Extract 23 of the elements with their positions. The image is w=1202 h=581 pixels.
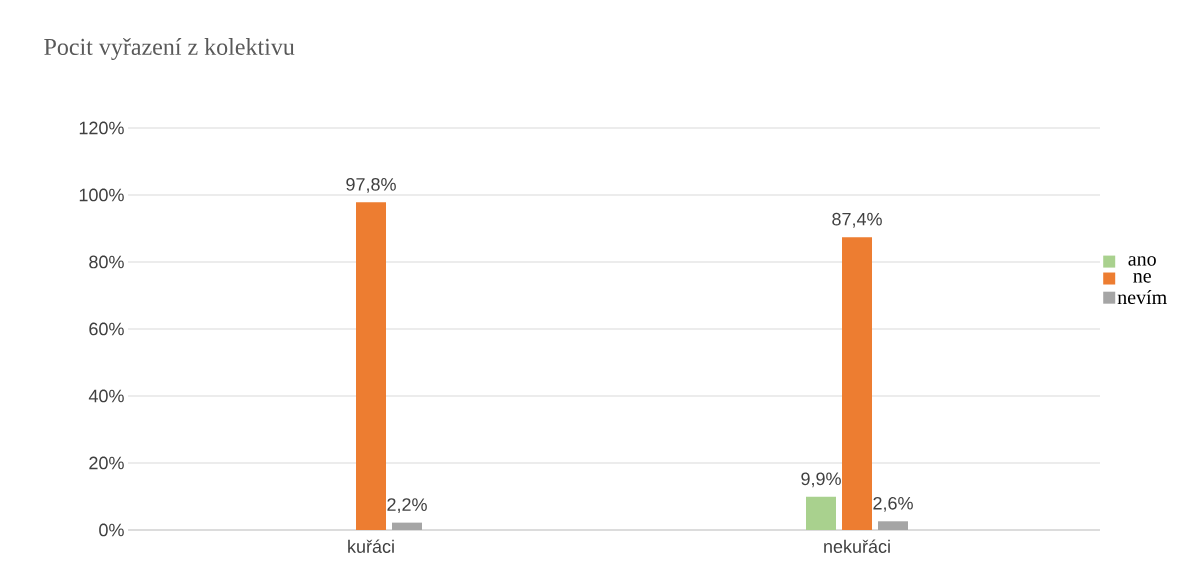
y-tick-label: 0% xyxy=(99,523,124,537)
y-tick-label: 120% xyxy=(79,121,124,135)
y-tick-label: 100% xyxy=(79,188,124,202)
y-tick-label: 20% xyxy=(89,456,124,470)
bar xyxy=(392,522,422,530)
y-tick-label: 80% xyxy=(89,255,124,269)
bar xyxy=(356,202,386,530)
data-label: 2,2% xyxy=(387,498,427,514)
legend-label: ne xyxy=(1133,273,1151,283)
bar xyxy=(806,496,837,530)
data-label: 9,9% xyxy=(801,472,841,488)
legend-label: ano xyxy=(1128,256,1156,266)
x-tick-label: nekuřáci xyxy=(824,539,890,553)
bar xyxy=(842,237,873,530)
data-label: 2,6% xyxy=(873,496,913,512)
chart-title: Pocit vyřazení z kolektivu xyxy=(44,38,295,60)
bar xyxy=(878,521,909,530)
data-label: 97,8% xyxy=(346,177,396,193)
x-tick-label: kuřáci xyxy=(348,539,394,553)
data-label: 87,4% xyxy=(832,212,882,228)
y-tick-label: 60% xyxy=(89,322,124,336)
legend-label: nevím xyxy=(1117,289,1167,305)
y-tick-label: 40% xyxy=(88,389,124,403)
